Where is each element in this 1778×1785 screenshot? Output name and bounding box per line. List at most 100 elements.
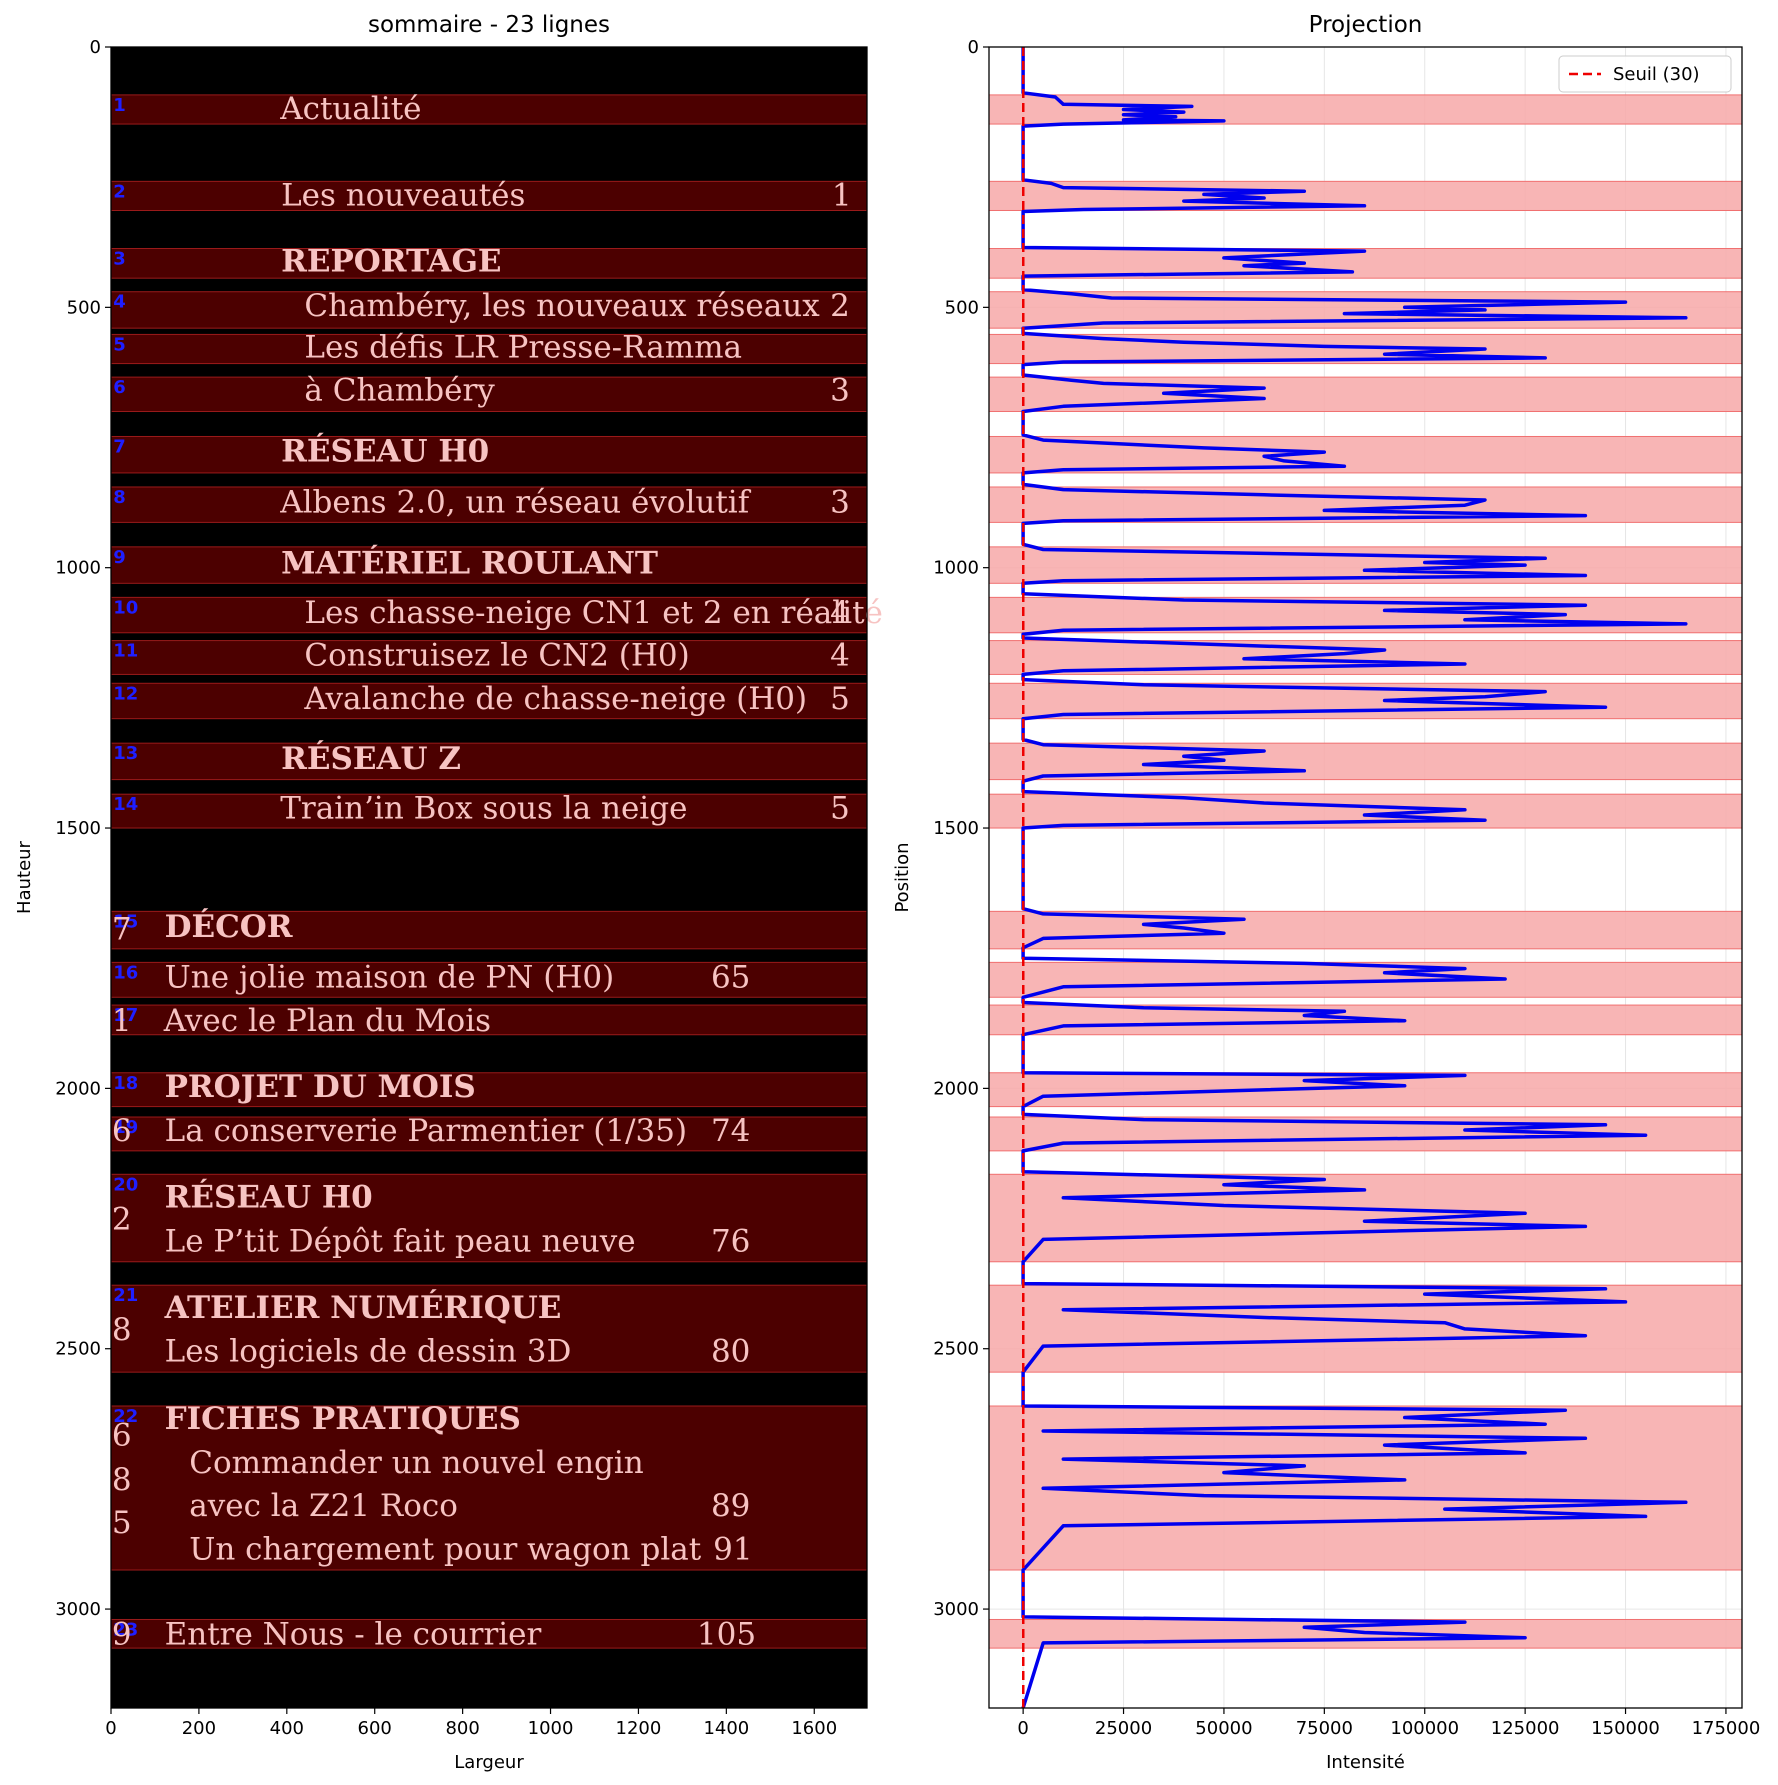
line-band xyxy=(110,1173,868,1263)
y-tick-label: 1000 xyxy=(55,558,101,579)
summary-text-line: Train’in Box sous la neige xyxy=(280,790,687,826)
summary-text-line: MATÉRIEL ROULANT xyxy=(281,544,658,582)
line-band xyxy=(110,1618,868,1649)
summary-text-line: 9 xyxy=(112,1617,132,1653)
x-tick-label: 400 xyxy=(270,1718,304,1739)
summary-text-line: 3 xyxy=(830,485,850,521)
y-tick-label: 1000 xyxy=(933,558,979,579)
line-index-label: 18 xyxy=(113,1073,138,1094)
line-index-label: 12 xyxy=(113,683,138,704)
x-tick-label: 1200 xyxy=(616,1718,662,1739)
summary-text-line: RÉSEAU H0 xyxy=(165,1177,373,1215)
line-band xyxy=(110,742,868,781)
summary-text-line: Le P’tit Dépôt fait peau neuve xyxy=(165,1224,636,1260)
line-index-label: 23 xyxy=(113,1619,138,1640)
line-band xyxy=(110,94,868,125)
summary-text-line: 89 xyxy=(711,1488,750,1524)
summary-text-line: RÉSEAU H0 xyxy=(281,432,489,470)
line-index-label: 4 xyxy=(113,292,126,313)
line-band xyxy=(110,486,868,523)
axes-frame xyxy=(110,46,868,1709)
y-tick-label: 0 xyxy=(90,37,101,58)
x-tick-label: 0 xyxy=(105,1718,116,1739)
detected-line-band xyxy=(988,94,1743,125)
y-tick-label: 1500 xyxy=(55,818,101,839)
sommaire-panel: 1234567891011121314151617181920212223Act… xyxy=(14,12,883,1773)
detected-line-band xyxy=(988,1284,1743,1373)
summary-text-line: ATELIER NUMÉRIQUE xyxy=(164,1288,562,1326)
summary-text-line: La conserverie Parmentier (1/35) xyxy=(165,1113,687,1149)
summary-text-line: DÉCOR xyxy=(165,907,293,945)
summary-text-line: 74 xyxy=(711,1113,750,1149)
line-band xyxy=(110,435,868,474)
y-tick-label: 2500 xyxy=(933,1339,979,1360)
x-axis-label: Largeur xyxy=(454,1752,524,1773)
line-band xyxy=(110,1405,868,1571)
line-band xyxy=(110,1284,868,1373)
y-tick-label: 1500 xyxy=(933,818,979,839)
summary-text-line: Les logiciels de dessin 3D xyxy=(165,1333,572,1369)
line-band xyxy=(110,180,868,211)
summary-text-line: 6 xyxy=(112,1418,132,1454)
y-axis-label: Position xyxy=(892,842,913,912)
projection-panel: 0 25000 50000 75000 100000 125000 150000 175000… xyxy=(892,12,1760,1773)
summary-text-line: Entre Nous - le courrier xyxy=(165,1617,542,1653)
summary-text-line: 3 xyxy=(830,373,850,409)
summary-text-line: Les chasse-neige CN1 et 2 en réalité xyxy=(304,595,883,631)
line-band xyxy=(110,910,868,950)
y-tick-label: 2000 xyxy=(933,1078,979,1099)
y-tick-label: 3000 xyxy=(55,1599,101,1620)
line-band xyxy=(110,333,868,365)
line-index-label: 20 xyxy=(113,1174,138,1195)
line-index-label: 8 xyxy=(113,487,126,508)
detected-line-band xyxy=(988,248,1743,279)
x-tick-label: 150000 xyxy=(1591,1718,1660,1739)
line-band xyxy=(110,291,868,329)
summary-text-line: RÉSEAU Z xyxy=(281,739,461,777)
line-index-label: 16 xyxy=(113,962,138,983)
summary-text-line: 6 xyxy=(112,1113,132,1149)
summary-text-line: 80 xyxy=(711,1333,750,1369)
summary-text-line: REPORTAGE xyxy=(281,244,501,280)
summary-text-line: à Chambéry xyxy=(304,373,495,409)
line-index-label: 21 xyxy=(113,1285,138,1306)
summary-text-line: 1 xyxy=(112,1003,132,1039)
x-tick-label: 175000 xyxy=(1692,1718,1761,1739)
summary-text-line: 65 xyxy=(711,960,750,996)
line-band xyxy=(110,640,868,675)
x-tick-label: 200 xyxy=(182,1718,216,1739)
legend-box xyxy=(1558,55,1732,93)
summary-text-line: PROJET DU MOIS xyxy=(165,1069,476,1105)
summary-text-line: Avec le Plan du Mois xyxy=(163,1003,491,1039)
summary-text-line: 5 xyxy=(112,1505,132,1541)
summary-text-line: Chambéry, les nouveaux réseaux xyxy=(304,288,820,324)
summary-text-line: 7 xyxy=(112,912,132,948)
summary-text-line: 4 xyxy=(830,638,850,674)
line-index-label: 17 xyxy=(113,1005,138,1026)
summary-text-line: 105 xyxy=(697,1617,756,1653)
y-tick-label: 500 xyxy=(67,297,101,318)
x-axis-label: Intensité xyxy=(1326,1752,1405,1773)
line-index-label: 22 xyxy=(113,1406,138,1427)
summary-text-line: Les nouveautés xyxy=(281,177,525,213)
summary-text-line: Albens 2.0, un réseau évolutif xyxy=(279,485,752,521)
summary-text-line: Commander un nouvel engin xyxy=(189,1445,644,1481)
summary-text-line: Avalanche de chasse-neige (H0) xyxy=(303,681,807,717)
summary-text-line: 2 xyxy=(830,288,850,324)
summary-text-line: 8 xyxy=(112,1312,132,1348)
y-tick-label: 3000 xyxy=(933,1599,979,1620)
line-index-label: 15 xyxy=(113,911,138,932)
line-index-label: 7 xyxy=(113,436,126,457)
summary-text-line: 5 xyxy=(830,681,850,717)
chart-title-projection: Projection xyxy=(1309,12,1423,38)
summary-text-line: Les défis LR Presse-Ramma xyxy=(304,330,742,366)
detected-line-band xyxy=(988,1173,1743,1263)
projection-series-line xyxy=(1021,47,1688,1709)
line-band xyxy=(110,248,868,279)
summary-text-line: 76 xyxy=(711,1224,750,1260)
summary-text-line: avec la Z21 Roco xyxy=(189,1488,458,1524)
summary-text-line: 2 xyxy=(112,1202,132,1238)
line-index-label: 13 xyxy=(113,743,138,764)
legend-threshold-label: Seuil (30) xyxy=(1613,64,1700,85)
